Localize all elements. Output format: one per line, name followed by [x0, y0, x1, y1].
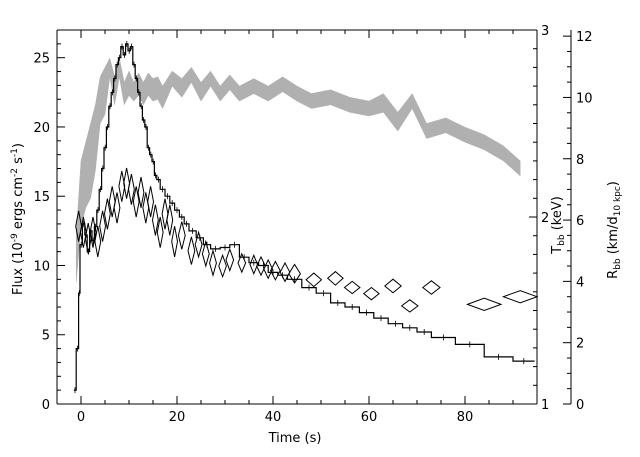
radius-tick-label: 0 [576, 398, 584, 413]
radius-marker [343, 280, 361, 295]
radius-marker [218, 253, 227, 279]
radius-marker [288, 263, 301, 284]
radius-marker [147, 186, 155, 218]
x-tick-label: 80 [457, 410, 474, 425]
radius-marker [362, 286, 380, 301]
radius-marker [166, 204, 174, 236]
kt-tick-label: 1 [541, 398, 549, 413]
radius-marker [89, 216, 97, 248]
radius-marker [384, 278, 402, 294]
radius-tick-label: 2 [576, 337, 584, 352]
radius-marker [187, 236, 196, 265]
radius-marker [156, 216, 164, 248]
radius-marker [225, 247, 235, 273]
radius-marker [263, 258, 274, 280]
radius-marker [326, 270, 344, 286]
radius-marker [132, 186, 140, 218]
x-axis-title: Time (s) [268, 431, 322, 446]
radius-marker [400, 299, 419, 313]
radius-marker [421, 280, 441, 295]
radius-marker [209, 248, 217, 278]
radius-tick-label: 4 [576, 275, 584, 290]
radius-marker [194, 230, 203, 259]
radius-tick-label: 10 [576, 91, 593, 106]
radius-tick-label: 12 [576, 30, 593, 45]
kt-axis-title: Tbb (keV) [550, 196, 567, 255]
temperature-band [75, 57, 521, 283]
kt-tick-label: 3 [541, 24, 549, 39]
x-tick-label: 0 [77, 410, 85, 425]
flux-tick-label: 20 [33, 121, 50, 136]
radius-marker [171, 226, 179, 257]
radius-marker [99, 210, 107, 242]
radius-marker [127, 174, 135, 205]
radius-marker [201, 239, 210, 268]
radius-marker [270, 260, 281, 281]
radius-marker [237, 252, 247, 274]
radius-tick-label: 6 [576, 214, 584, 229]
kt-tick-label: 2 [541, 211, 549, 226]
radius-marker [113, 192, 121, 224]
flux-tick-label: 25 [33, 52, 50, 67]
radius-marker [137, 177, 145, 208]
radius-marker [177, 221, 186, 250]
flux-tick-label: 15 [33, 190, 50, 205]
radius-tick-label: 8 [576, 153, 584, 168]
flux-axis-title: Flux (10-9 ergs cm-2 s-1) [10, 143, 26, 295]
radius-marker [94, 226, 102, 257]
radius-marker [151, 204, 159, 236]
flux-tick-label: 10 [33, 259, 50, 274]
plot-marks [73, 40, 539, 394]
x-tick-label: 60 [361, 410, 378, 425]
radius-axis-title: Rbb (km/d10 kpc) [606, 181, 623, 279]
flux-tick-label: 5 [42, 329, 50, 344]
x-tick-label: 40 [265, 410, 282, 425]
flux-tick-label: 0 [42, 398, 50, 413]
radius-marker [465, 297, 503, 312]
radius-marker [103, 198, 111, 230]
x-tick-label: 20 [169, 410, 186, 425]
radius-marker [305, 272, 323, 288]
